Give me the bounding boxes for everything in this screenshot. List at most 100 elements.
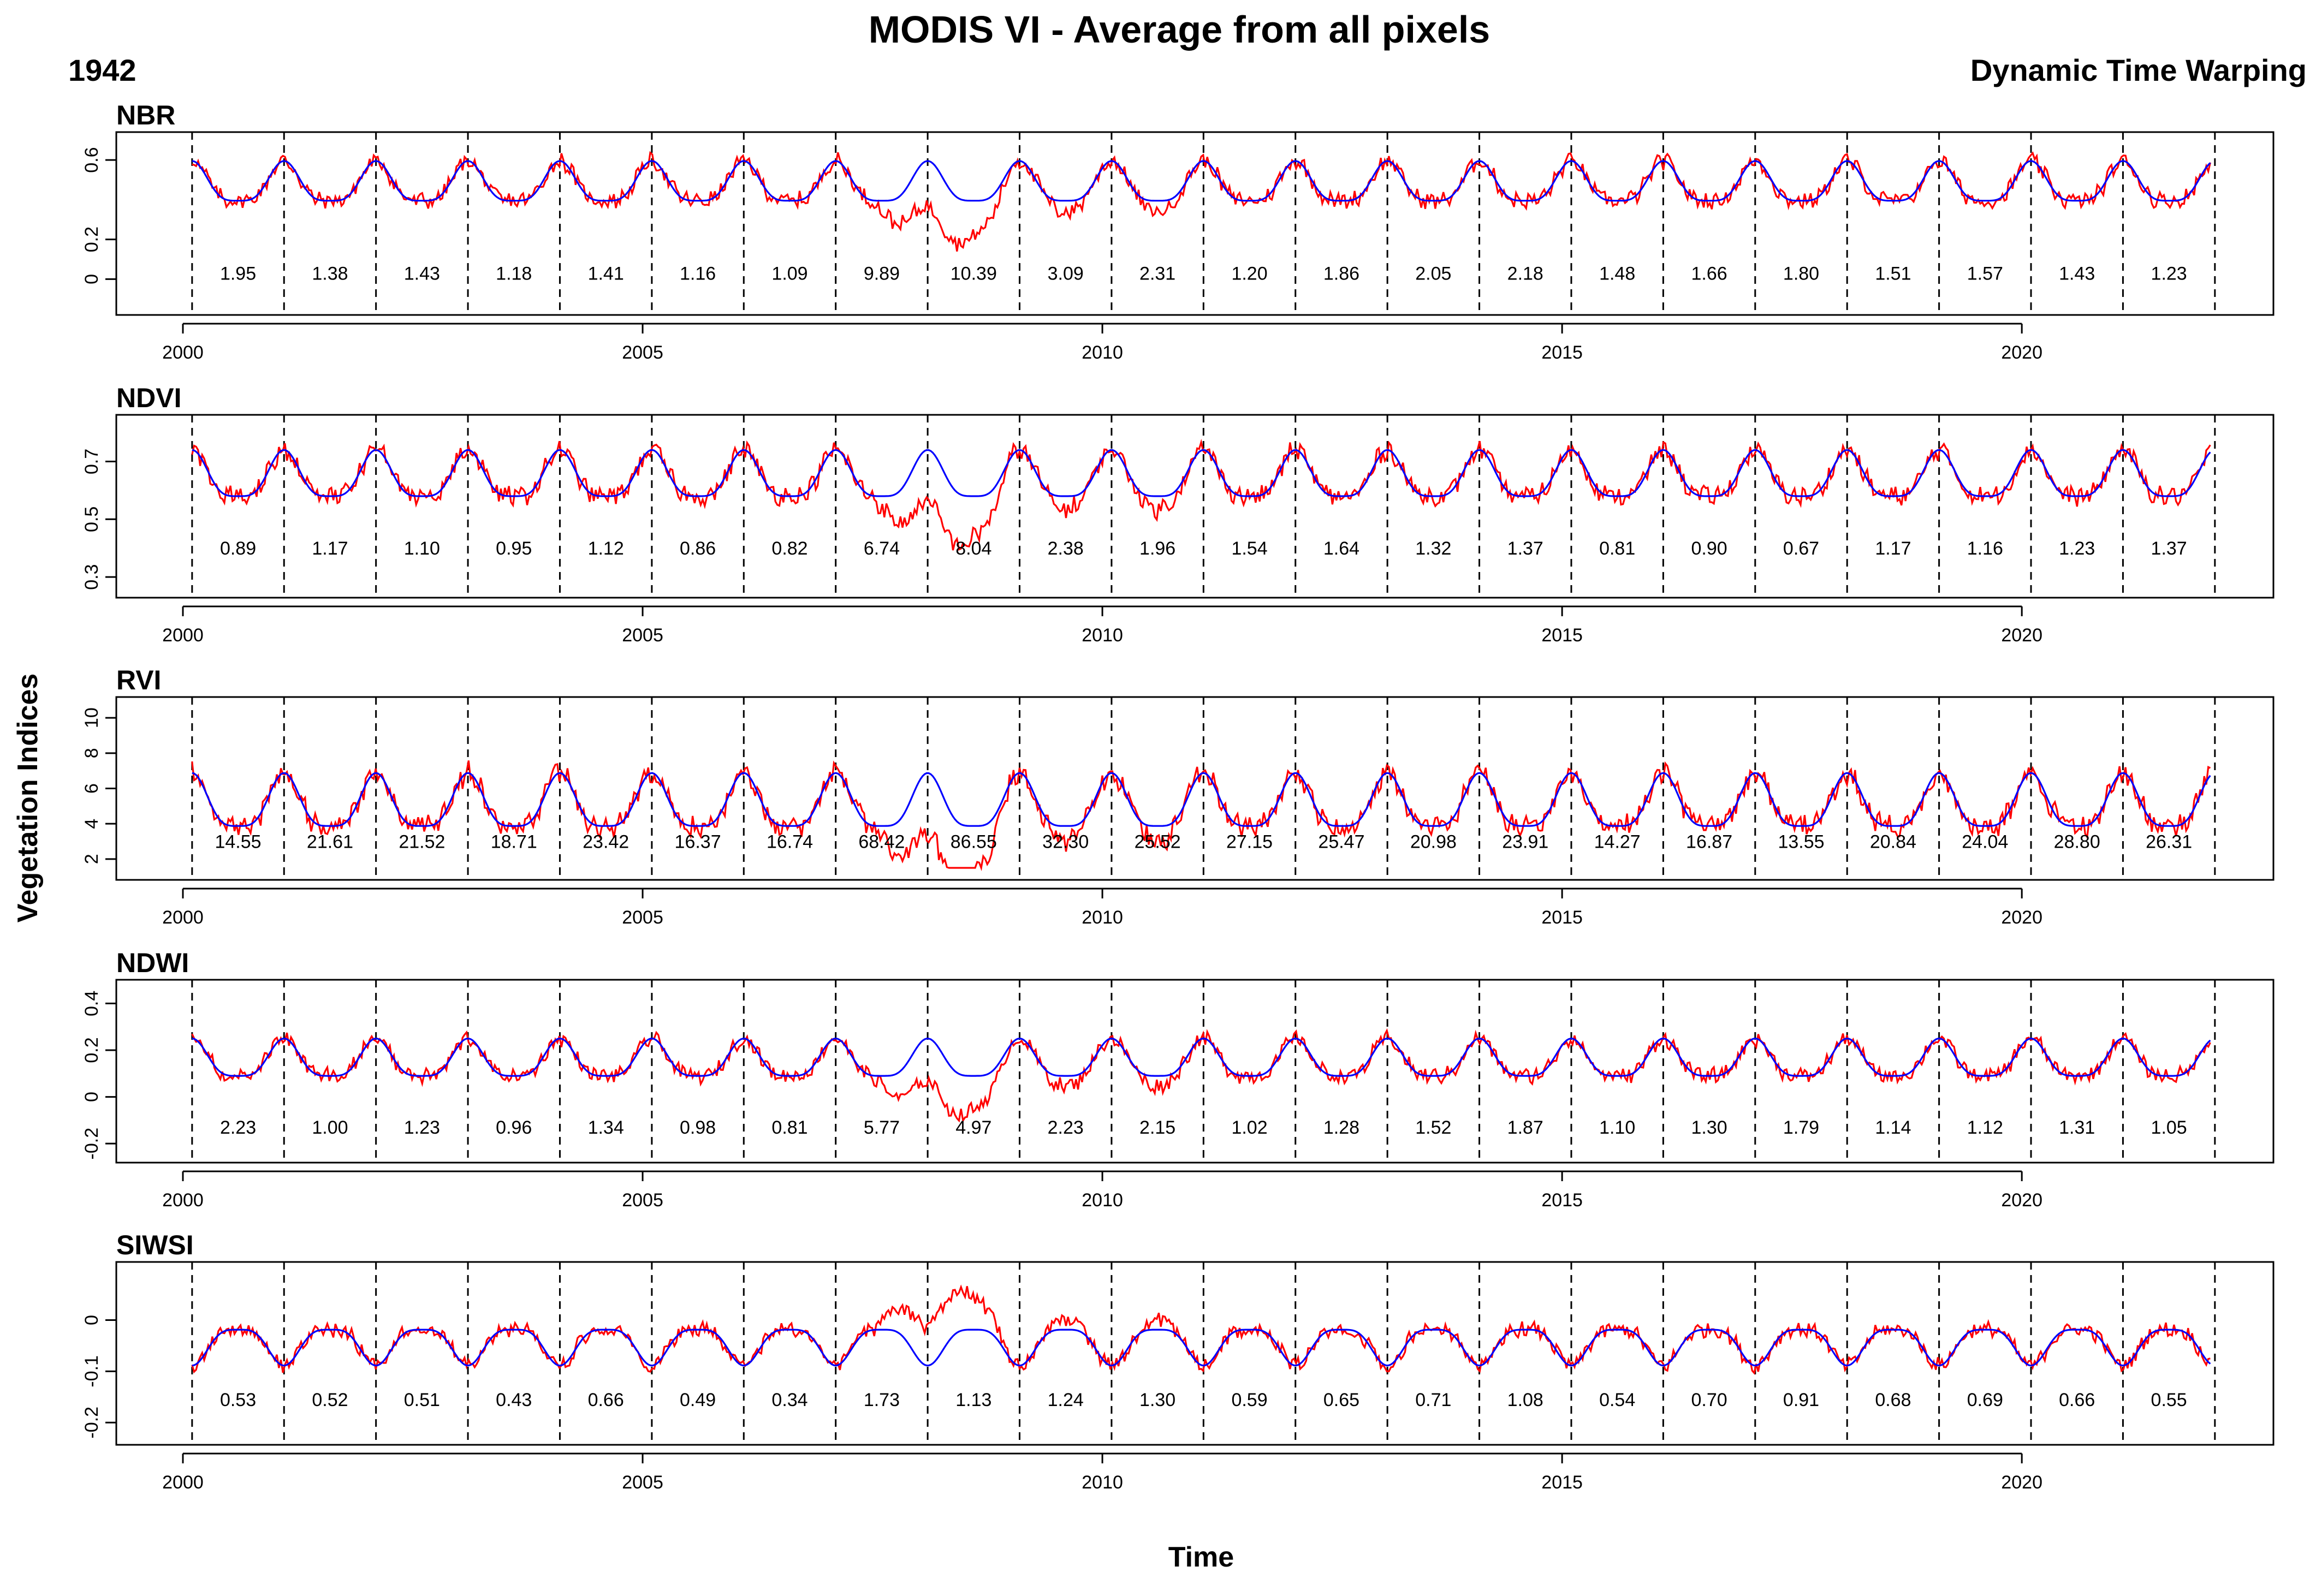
- x-tick-label: 2015: [1541, 625, 1583, 646]
- x-tick-label: 2005: [622, 1472, 663, 1493]
- dtw-distance-label: 0.82: [771, 538, 807, 559]
- dtw-distance-label: 1.38: [312, 263, 348, 284]
- dtw-distance-label: 20.98: [1410, 832, 1457, 853]
- dtw-distance-label: 0.52: [312, 1390, 348, 1410]
- y-tick-label: 0.7: [81, 449, 102, 474]
- panel-nbr: NBR 1.95 1.38 1.43 1.18 1.41 1.16 1.09 9.89 10.39…: [81, 100, 2275, 363]
- observed-series-line: [191, 438, 2211, 551]
- x-tick-label: 2010: [1082, 342, 1123, 363]
- dtw-distance-label: 0.43: [496, 1390, 532, 1410]
- panel-siwsi: SIWSI 0.53 0.52 0.51 0.43 0.66 0.49 0.34 1.73 1.1…: [81, 1230, 2275, 1493]
- x-axis-title: Time: [1168, 1541, 1234, 1573]
- dtw-distance-label: 27.15: [1226, 832, 1273, 853]
- x-tick-label: 2020: [2001, 1190, 2042, 1211]
- dtw-distance-label: 1.23: [404, 1117, 440, 1138]
- dtw-distance-label: 10.39: [951, 263, 997, 284]
- y-axis-title: Vegetation Indices: [12, 674, 44, 923]
- dtw-distance-label: 1.43: [404, 263, 440, 284]
- dtw-distance-label: 1.31: [2059, 1117, 2095, 1138]
- dtw-distance-label: 2.23: [220, 1117, 256, 1138]
- dtw-distance-label: 1.37: [2151, 538, 2187, 559]
- dtw-distance-label: 1.32: [1415, 538, 1451, 559]
- dtw-distance-label: 1.23: [2059, 538, 2095, 559]
- dtw-distance-label: 1.37: [1507, 538, 1543, 559]
- x-tick-label: 2000: [162, 1190, 204, 1211]
- dtw-distance-label: 0.96: [496, 1117, 532, 1138]
- y-tick-label: 0: [81, 1092, 102, 1102]
- y-tick-label: 10: [81, 707, 102, 728]
- dtw-distance-label: 2.38: [1048, 538, 1084, 559]
- dtw-distance-label: 1.10: [1599, 1117, 1635, 1138]
- panel-title: NDVI: [116, 383, 181, 413]
- reference-series-line: [192, 1329, 2211, 1367]
- panel-title: RVI: [116, 665, 161, 695]
- dtw-distance-label: 0.86: [680, 538, 716, 559]
- dtw-distance-label: 1.86: [1323, 263, 1359, 284]
- x-tick-label: 2010: [1082, 1472, 1123, 1493]
- dtw-distance-label: 0.95: [496, 538, 532, 559]
- y-tick-label: 2: [81, 854, 102, 864]
- dtw-distance-label: 1.48: [1599, 263, 1635, 284]
- dtw-distance-label: 1.10: [404, 538, 440, 559]
- observed-series-line: [192, 151, 2211, 252]
- dtw-distance-label: 16.87: [1686, 832, 1732, 853]
- dtw-distance-label: 0.91: [1783, 1390, 1819, 1410]
- dtw-distance-label: 8.04: [955, 538, 991, 559]
- dtw-distance-label: 1.12: [588, 538, 624, 559]
- x-tick-label: 2000: [162, 625, 204, 646]
- dtw-distance-label: 2.15: [1139, 1117, 1175, 1138]
- dtw-distance-label: 2.05: [1415, 263, 1451, 284]
- dtw-distance-label: 1.43: [2059, 263, 2095, 284]
- dtw-distance-label: 1.79: [1783, 1117, 1819, 1138]
- dtw-distance-label: 26.31: [2146, 832, 2192, 853]
- x-tick-label: 2020: [2001, 907, 2042, 928]
- x-tick-label: 2005: [622, 1190, 663, 1211]
- dtw-distance-label: 0.71: [1415, 1390, 1451, 1410]
- x-tick-label: 2010: [1082, 625, 1123, 646]
- reference-series-line: [192, 772, 2211, 827]
- x-tick-label: 2020: [2001, 625, 2042, 646]
- panel-title: NDWI: [116, 948, 189, 978]
- dtw-distance-label: 0.68: [1875, 1390, 1911, 1410]
- x-tick-label: 2000: [162, 342, 204, 363]
- reference-series-line: [192, 160, 2211, 202]
- dtw-distance-label: 16.37: [675, 832, 721, 853]
- dtw-distance-label: 21.61: [307, 832, 353, 853]
- reference-series-line: [192, 1037, 2211, 1077]
- dtw-distance-label: 0.49: [680, 1390, 716, 1410]
- dtw-distance-label: 21.52: [399, 832, 445, 853]
- dtw-distance-label: 13.55: [1778, 832, 1824, 853]
- dtw-distance-label: 0.66: [2059, 1390, 2095, 1410]
- dtw-distance-label: 1.16: [1967, 538, 2003, 559]
- dtw-distance-label: 0.66: [588, 1390, 624, 1410]
- panel-ndwi: NDWI 2.23 1.00 1.23 0.96 1.34 0.98 0.81 5.77 4.97…: [81, 948, 2275, 1211]
- dtw-distance-label: 24.04: [1962, 832, 2008, 853]
- dtw-distance-label: 1.96: [1139, 538, 1175, 559]
- x-tick-label: 2015: [1541, 1472, 1583, 1493]
- x-tick-label: 2020: [2001, 1472, 2042, 1493]
- dtw-distance-label: 14.55: [215, 832, 261, 853]
- reference-series-line: [192, 449, 2211, 497]
- dtw-distance-label: 1.64: [1323, 538, 1359, 559]
- dtw-distance-label: 1.17: [312, 538, 348, 559]
- dtw-distance-label: 0.34: [771, 1390, 807, 1410]
- y-tick-label: -0.2: [81, 1407, 102, 1439]
- dtw-distance-label: 1.80: [1783, 263, 1819, 284]
- x-tick-label: 2015: [1541, 342, 1583, 363]
- dtw-distance-label: 0.51: [404, 1390, 440, 1410]
- y-tick-label: 6: [81, 783, 102, 794]
- dtw-distance-label: 0.69: [1967, 1390, 2003, 1410]
- x-tick-label: 2000: [162, 907, 204, 928]
- x-tick-label: 2015: [1541, 1190, 1583, 1211]
- x-tick-label: 2010: [1082, 907, 1123, 928]
- dtw-distance-label: 0.89: [220, 538, 256, 559]
- dtw-distance-label: 0.81: [1599, 538, 1635, 559]
- dtw-distance-label: 1.17: [1875, 538, 1911, 559]
- x-tick-label: 2020: [2001, 342, 2042, 363]
- y-tick-label: -0.2: [81, 1128, 102, 1160]
- dtw-distance-label: 1.54: [1231, 538, 1267, 559]
- dtw-distance-label: 1.24: [1048, 1390, 1084, 1410]
